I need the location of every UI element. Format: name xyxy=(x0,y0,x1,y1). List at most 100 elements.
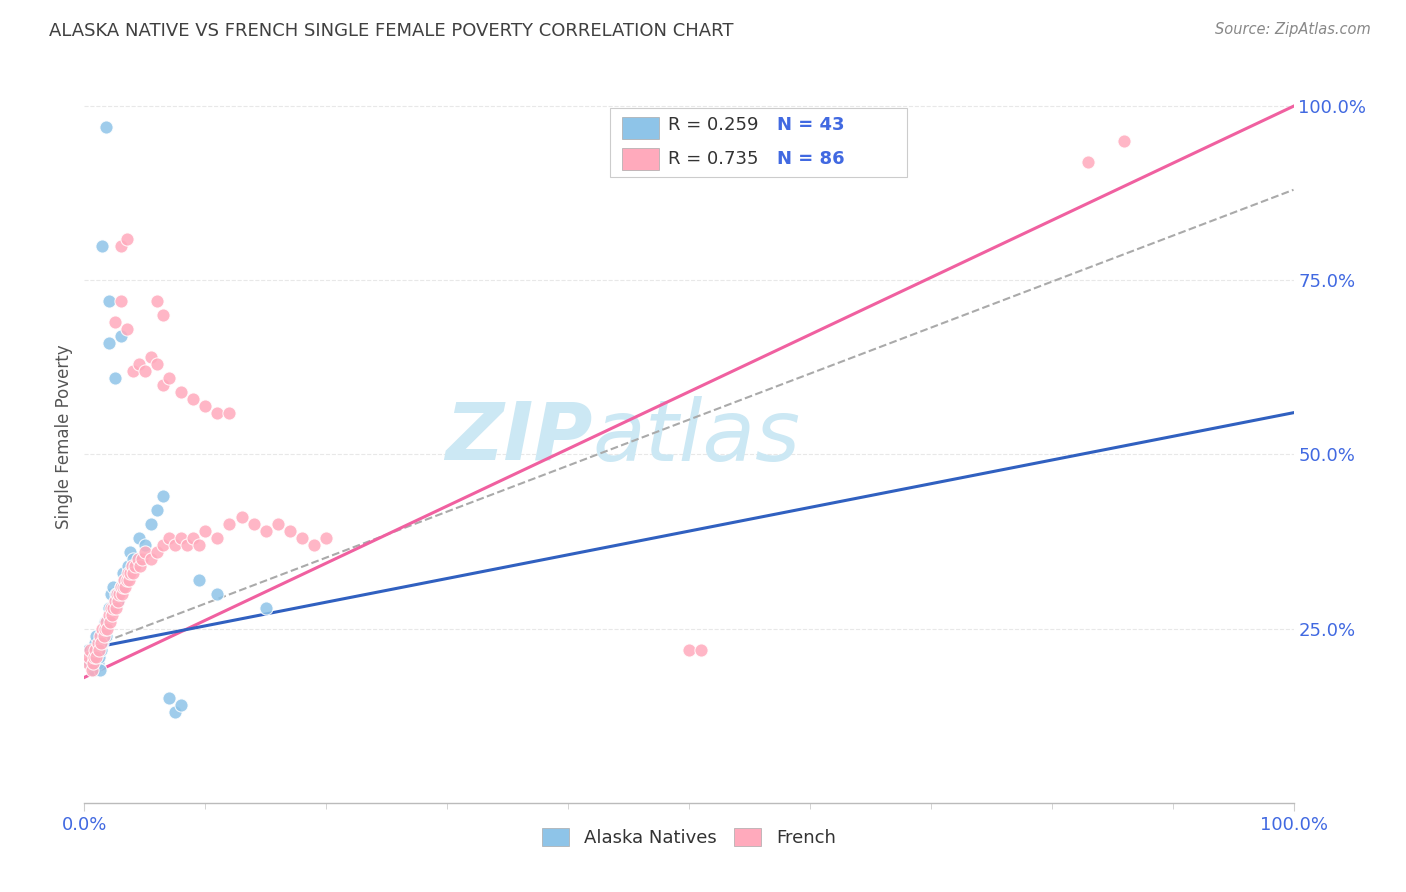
Point xyxy=(181,392,204,406)
Point xyxy=(128,531,150,545)
Point xyxy=(207,406,229,420)
Point xyxy=(110,329,132,343)
Point xyxy=(207,587,229,601)
Point xyxy=(115,322,138,336)
Point xyxy=(134,364,156,378)
Point xyxy=(157,531,180,545)
Point xyxy=(218,406,240,420)
Point xyxy=(278,524,301,538)
Point xyxy=(115,231,138,245)
Point xyxy=(114,580,136,594)
Point xyxy=(112,573,135,587)
Point xyxy=(146,503,169,517)
Point xyxy=(302,538,325,552)
Point xyxy=(97,336,120,351)
FancyBboxPatch shape xyxy=(610,108,907,178)
Point xyxy=(91,238,114,252)
Point xyxy=(94,120,117,134)
Point xyxy=(117,558,139,573)
Point xyxy=(121,558,143,573)
Point xyxy=(170,384,193,399)
Point xyxy=(103,580,125,594)
Point xyxy=(194,399,217,413)
Point xyxy=(254,600,277,615)
Point xyxy=(165,705,187,719)
Point xyxy=(254,524,277,538)
Point xyxy=(97,607,120,622)
Point xyxy=(103,600,125,615)
Text: Source: ZipAtlas.com: Source: ZipAtlas.com xyxy=(1215,22,1371,37)
Point xyxy=(82,657,104,671)
Point xyxy=(152,377,174,392)
Point xyxy=(170,531,193,545)
Point xyxy=(112,580,135,594)
Text: atlas: atlas xyxy=(592,395,800,479)
Point xyxy=(110,580,132,594)
Point xyxy=(86,635,108,649)
FancyBboxPatch shape xyxy=(623,117,659,138)
Point xyxy=(157,371,180,385)
Point xyxy=(157,691,180,706)
Point xyxy=(94,615,117,629)
Point xyxy=(194,524,217,538)
Y-axis label: Single Female Poverty: Single Female Poverty xyxy=(55,345,73,529)
Point xyxy=(91,635,114,649)
Point xyxy=(690,642,713,657)
Point xyxy=(83,664,105,678)
Point xyxy=(242,517,264,532)
Point xyxy=(139,517,162,532)
Point xyxy=(1077,155,1099,169)
Point xyxy=(104,371,127,385)
Point xyxy=(94,622,117,636)
Point xyxy=(77,649,100,664)
Point xyxy=(108,587,131,601)
Point xyxy=(124,558,146,573)
Point xyxy=(218,517,240,532)
Text: N = 86: N = 86 xyxy=(778,150,845,168)
Point xyxy=(105,587,128,601)
Point xyxy=(80,664,103,678)
Point xyxy=(120,566,142,580)
Text: R = 0.259: R = 0.259 xyxy=(668,116,759,134)
Point xyxy=(87,642,110,657)
Point xyxy=(77,642,100,657)
Point xyxy=(89,629,111,643)
Point xyxy=(128,357,150,371)
Point xyxy=(129,558,152,573)
Point xyxy=(79,642,101,657)
Point xyxy=(96,622,118,636)
Point xyxy=(93,629,115,643)
Point xyxy=(93,622,115,636)
Point xyxy=(134,545,156,559)
Point xyxy=(87,649,110,664)
Point xyxy=(80,649,103,664)
Point xyxy=(121,552,143,566)
Point xyxy=(146,545,169,559)
Point xyxy=(97,294,120,309)
Point xyxy=(83,649,105,664)
Point xyxy=(231,510,253,524)
Point xyxy=(107,594,129,608)
Legend: Alaska Natives, French: Alaska Natives, French xyxy=(533,819,845,856)
Point xyxy=(127,552,149,566)
Point xyxy=(104,587,127,601)
Point xyxy=(79,657,101,671)
FancyBboxPatch shape xyxy=(623,148,659,170)
Point xyxy=(120,545,142,559)
Point xyxy=(100,587,122,601)
Point xyxy=(112,566,135,580)
Point xyxy=(104,315,127,329)
Point xyxy=(291,531,314,545)
Point xyxy=(139,552,162,566)
Point xyxy=(117,566,139,580)
Point xyxy=(152,489,174,503)
Point xyxy=(100,600,122,615)
Point xyxy=(170,698,193,713)
Point xyxy=(86,629,108,643)
Point xyxy=(131,552,153,566)
Point xyxy=(134,538,156,552)
Point xyxy=(89,664,111,678)
Text: R = 0.735: R = 0.735 xyxy=(668,150,759,168)
Point xyxy=(181,531,204,545)
Point xyxy=(98,615,121,629)
